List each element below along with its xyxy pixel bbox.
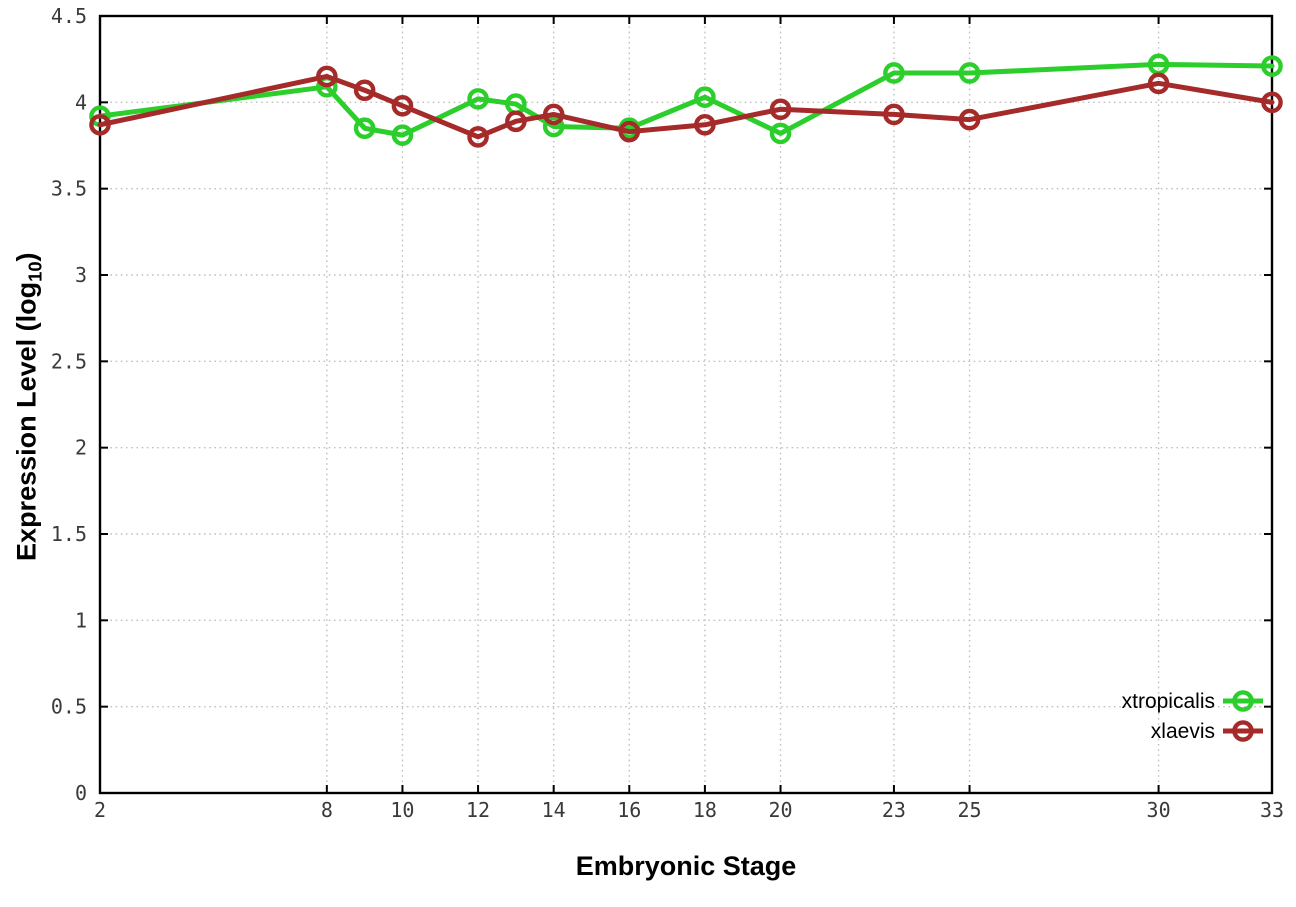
xlaevis-marker bbox=[694, 113, 716, 136]
x-tick-label: 10 bbox=[390, 798, 414, 822]
legend-label: xtropicalis bbox=[1122, 690, 1215, 713]
legend-item-xlaevis: xlaevis bbox=[1151, 720, 1263, 743]
y-tick-label: 3.5 bbox=[51, 177, 87, 201]
xlaevis-marker bbox=[467, 126, 489, 148]
x-tick-labels: 2 8 10 12 14 16 18 20 23 25 30 33 bbox=[94, 798, 1284, 822]
x-tick-label: 25 bbox=[958, 798, 982, 822]
xlaevis-marker bbox=[353, 79, 376, 102]
xlaevis-marker bbox=[316, 65, 338, 88]
y-tick-label: 3 bbox=[75, 263, 87, 287]
y-axis-title-subscript: 10 bbox=[24, 261, 46, 282]
x-tick-label: 33 bbox=[1260, 798, 1284, 822]
legend: xtropicalis xlaevis bbox=[1122, 690, 1263, 743]
xtropicalis-marker bbox=[958, 62, 981, 84]
y-axis-title-text: Expression Level (log bbox=[11, 281, 42, 561]
xlaevis-marker bbox=[89, 113, 111, 136]
x-tick-label: 18 bbox=[693, 798, 717, 822]
xtropicalis-marker bbox=[467, 88, 489, 110]
legend-item-xtropicalis: xtropicalis bbox=[1122, 690, 1263, 713]
xlaevis-marker bbox=[391, 94, 414, 117]
xtropicalis-marker bbox=[542, 115, 565, 138]
x-tick-label: 30 bbox=[1147, 798, 1171, 822]
y-tick-label: 2.5 bbox=[51, 349, 87, 373]
legend-marker-icon bbox=[1232, 690, 1254, 712]
x-tick-label: 12 bbox=[466, 798, 490, 822]
series-xlaevis bbox=[89, 65, 1283, 148]
x-tick-label: 2 bbox=[94, 798, 106, 822]
xtropicalis-marker bbox=[694, 86, 716, 108]
y-tick-label: 0.5 bbox=[51, 695, 87, 719]
xtropicalis-marker bbox=[1261, 55, 1283, 77]
grid bbox=[100, 16, 1272, 793]
x-tick-label: 14 bbox=[542, 798, 566, 822]
xlaevis-marker bbox=[618, 120, 641, 143]
y-tick-label: 4 bbox=[75, 90, 87, 114]
y-tick-label: 1 bbox=[75, 608, 87, 632]
series-xtropicalis bbox=[89, 53, 1283, 146]
x-axis-title: Embryonic Stage bbox=[575, 851, 797, 881]
xtropicalis-marker bbox=[353, 117, 376, 140]
xtropicalis-marker bbox=[769, 122, 792, 145]
x-tick-label: 23 bbox=[882, 798, 906, 822]
x-tick-label: 8 bbox=[321, 798, 333, 822]
xlaevis-marker bbox=[958, 108, 981, 131]
y-tick-label: 0 bbox=[75, 781, 87, 805]
plot-border bbox=[98, 14, 1274, 795]
legend-marker-icon bbox=[1232, 720, 1254, 742]
xlaevis-marker bbox=[542, 103, 565, 126]
y-tick-labels: 0 0.5 1 1.5 2 2.5 3 3.5 4 4.5 bbox=[51, 4, 87, 805]
xlaevis-marker bbox=[505, 110, 527, 133]
xtropicalis-line bbox=[97, 61, 1275, 138]
legend-label: xlaevis bbox=[1151, 720, 1215, 743]
xtropicalis-marker bbox=[883, 62, 905, 84]
x-tick-label: 20 bbox=[768, 798, 792, 822]
xlaevis-marker bbox=[769, 98, 792, 121]
xlaevis-marker bbox=[1261, 91, 1283, 114]
xtropicalis-marker bbox=[391, 124, 414, 146]
y-axis-title: Expression Level (log10) bbox=[11, 157, 46, 657]
xlaevis-marker bbox=[883, 103, 905, 126]
y-tick-label: 2 bbox=[75, 436, 87, 460]
xlaevis-marker bbox=[1147, 72, 1170, 95]
y-tick-label: 4.5 bbox=[51, 4, 87, 28]
tick-marks bbox=[99, 15, 1273, 794]
y-tick-label: 1.5 bbox=[51, 522, 87, 546]
x-tick-label: 16 bbox=[617, 798, 641, 822]
y-axis-title-close: ) bbox=[11, 252, 42, 262]
